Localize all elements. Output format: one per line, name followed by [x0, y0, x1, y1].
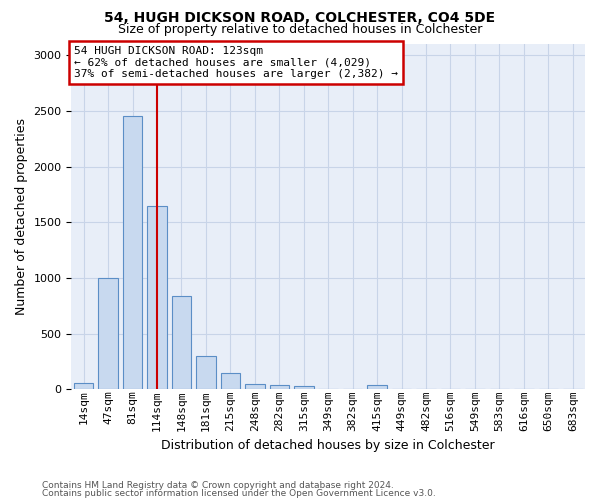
Bar	[123, 116, 142, 390]
X-axis label: Distribution of detached houses by size in Colchester: Distribution of detached houses by size …	[161, 440, 495, 452]
Bar	[74, 383, 94, 390]
Bar	[147, 206, 167, 390]
Bar	[196, 356, 215, 390]
Bar	[98, 278, 118, 390]
Text: Contains public sector information licensed under the Open Government Licence v3: Contains public sector information licen…	[42, 488, 436, 498]
Bar	[172, 296, 191, 390]
Bar	[221, 372, 240, 390]
Text: 54, HUGH DICKSON ROAD, COLCHESTER, CO4 5DE: 54, HUGH DICKSON ROAD, COLCHESTER, CO4 5…	[104, 11, 496, 25]
Bar	[367, 386, 387, 390]
Y-axis label: Number of detached properties: Number of detached properties	[15, 118, 28, 315]
Bar	[245, 384, 265, 390]
Text: Size of property relative to detached houses in Colchester: Size of property relative to detached ho…	[118, 22, 482, 36]
Text: Contains HM Land Registry data © Crown copyright and database right 2024.: Contains HM Land Registry data © Crown c…	[42, 481, 394, 490]
Text: 54 HUGH DICKSON ROAD: 123sqm
← 62% of detached houses are smaller (4,029)
37% of: 54 HUGH DICKSON ROAD: 123sqm ← 62% of de…	[74, 46, 398, 79]
Bar	[294, 386, 314, 390]
Bar	[269, 386, 289, 390]
